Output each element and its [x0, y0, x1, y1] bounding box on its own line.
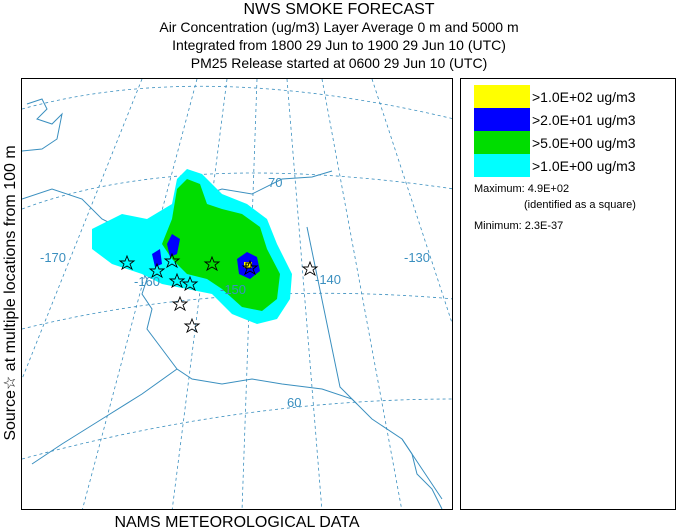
smoke-contour-heavy-3: [152, 249, 162, 267]
meridian-line-160: [171, 79, 228, 509]
source-star-icon: [148, 262, 166, 279]
legend-label: >1.0E+02 ug/m3: [532, 88, 636, 105]
source-star-icon: [168, 272, 186, 289]
latitude-line-60: [22, 398, 452, 460]
source-star-icon: [171, 295, 189, 312]
source-markers: [118, 252, 319, 334]
alaska-canada-border: [306, 226, 358, 405]
source-star-icon: [181, 275, 199, 292]
legend-swatch-blue: [474, 108, 530, 131]
coast-siberia-north: [22, 98, 63, 152]
coast-alaska-south: [136, 248, 443, 500]
subtitle-concentration: Air Concentration (ug/m3) Layer Average …: [159, 19, 519, 35]
lat-label-60: 60: [287, 395, 301, 410]
meridian-line-130: [321, 79, 403, 509]
minimum-value: Minimum: 2.3E-37: [474, 220, 564, 232]
forecast-title: NWS SMOKE FORECAST: [243, 1, 435, 18]
meteorological-data-label: NAMS METEOROLOGICAL DATA: [114, 514, 360, 531]
source-locations-label-wrap: Source☆ at multiple locations from 100 m: [0, 78, 20, 508]
meridian-line-170: [82, 79, 198, 509]
smoke-map-canvas: 70 60 -170 -160 -150 -140 -130: [22, 79, 452, 509]
lon-label-130: -130: [404, 250, 430, 265]
legend-item-heavy: >2.0E+01 ug/m3: [474, 108, 636, 131]
source-star-icon: [301, 260, 319, 277]
lon-label-160: -160: [134, 274, 160, 289]
subtitle-integration-period: Integrated from 1800 29 Jun to 1900 29 J…: [172, 37, 506, 53]
lon-label-140: -140: [315, 272, 341, 287]
source-locations-label: Source☆ at multiple locations from 100 m: [2, 145, 19, 441]
smoke-map: 70 60 -170 -160 -150 -140 -130: [21, 78, 453, 510]
legend-label: >1.0E+00 ug/m3: [532, 157, 636, 174]
legend-label: >2.0E+01 ug/m3: [532, 111, 636, 128]
legend-swatch-yellow: [474, 85, 530, 108]
legend-swatch-cyan: [474, 154, 530, 177]
legend-item-extreme: >1.0E+02 ug/m3: [474, 85, 636, 108]
source-star-icon: [203, 255, 221, 272]
source-star-icon: [118, 254, 136, 271]
smoke-contour-heavy-1: [167, 234, 180, 257]
source-star-icon: [183, 317, 201, 334]
legend-swatch-green: [474, 131, 530, 154]
maximum-note: (identified as a square): [524, 199, 636, 211]
legend-item-medium: >5.0E+00 ug/m3: [474, 131, 636, 154]
lon-label-170: -170: [40, 250, 66, 265]
coast-panhandle: [401, 438, 443, 509]
source-star-icon: [163, 252, 181, 269]
lat-label-70: 70: [268, 175, 282, 190]
latitude-line-80: [22, 85, 452, 119]
source-star-icon: [241, 259, 259, 276]
legend-item-light: >1.0E+00 ug/m3: [474, 154, 636, 177]
meridian-line-140: [286, 79, 323, 509]
maximum-value: Maximum: 4.9E+02: [474, 183, 570, 195]
legend-label: >5.0E+00 ug/m3: [532, 134, 636, 151]
subtitle-release-time: PM25 Release started at 0600 29 Jun 10 (…: [190, 55, 488, 71]
legend-panel: >1.0E+02 ug/m3 >2.0E+01 ug/m3 >5.0E+00 u…: [460, 78, 676, 510]
coast-aleutian-chain: [31, 368, 178, 465]
maximum-square-icon: [245, 262, 252, 269]
meridian-line-120: [371, 79, 452, 325]
lon-label-150: -150: [220, 282, 246, 297]
